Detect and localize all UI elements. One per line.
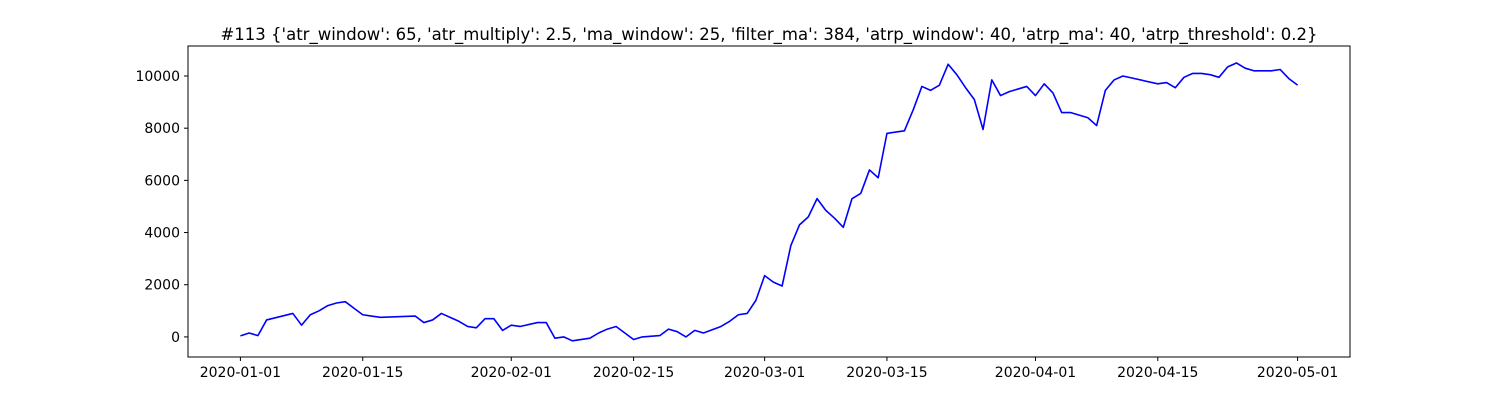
y-tick-label: 2000 xyxy=(144,278,180,294)
x-tick-label: 2020-03-01 xyxy=(724,365,805,381)
x-tick-label: 2020-02-01 xyxy=(471,365,552,381)
x-tick-label: 2020-02-15 xyxy=(593,365,674,381)
x-tick-label: 2020-01-15 xyxy=(322,365,403,381)
x-tick-label: 2020-01-01 xyxy=(200,365,281,381)
y-tick-label: 0 xyxy=(171,330,180,346)
y-tick-label: 10000 xyxy=(135,69,180,85)
y-tick-label: 4000 xyxy=(144,226,180,242)
x-tick-label: 2020-05-01 xyxy=(1257,365,1338,381)
line-series xyxy=(240,62,1299,342)
y-tick-label: 8000 xyxy=(144,121,180,137)
x-tick-label: 2020-03-15 xyxy=(846,365,927,381)
y-tick-label: 6000 xyxy=(144,173,180,189)
chart-title: #113 {'atr_window': 65, 'atr_multiply': … xyxy=(220,25,1317,45)
x-tick-label: 2020-04-01 xyxy=(995,365,1076,381)
x-tick-label: 2020-04-15 xyxy=(1117,365,1198,381)
plot-frame xyxy=(187,45,1351,358)
